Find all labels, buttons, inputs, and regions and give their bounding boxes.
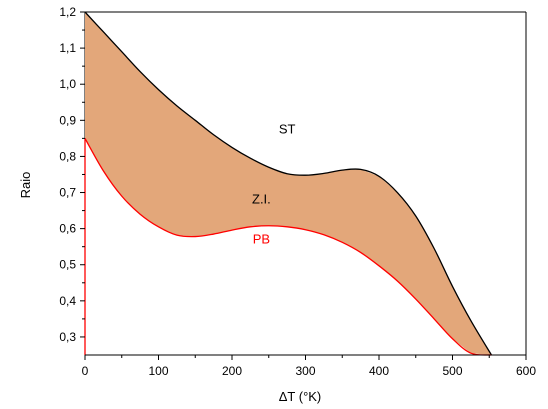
y-tick-label: 0,9 xyxy=(59,113,76,127)
annotation-st: ST xyxy=(279,121,296,136)
x-axis: 0 100 200 300 400 500 600 xyxy=(82,354,536,378)
y-axis-title: Raio xyxy=(18,172,33,199)
y-tick-label: 0,7 xyxy=(59,186,76,200)
x-tick-label: 500 xyxy=(442,364,462,378)
y-tick-label: 0,5 xyxy=(59,258,76,272)
annotations: ST Z.I. PB xyxy=(252,121,295,246)
fill-region xyxy=(85,12,492,355)
x-tick-label: 0 xyxy=(82,364,89,378)
y-tick-label: 0,8 xyxy=(59,149,76,163)
y-tick-label: 0,6 xyxy=(59,222,76,236)
series-line-st xyxy=(84,11,493,356)
x-tick-label: 400 xyxy=(369,364,389,378)
y-tick-label: 1,2 xyxy=(59,5,76,19)
annotation-pb: PB xyxy=(253,231,270,246)
x-axis-title: ΔT (°K) xyxy=(279,389,322,404)
y-tick-label: 1,0 xyxy=(59,77,76,91)
y-axis: 0,3 0,4 0,5 0,6 0,7 0,8 0,9 1,0 1,1 1,2 xyxy=(59,5,85,344)
y-tick-label: 0,3 xyxy=(59,330,76,344)
y-tick-label: 1,1 xyxy=(59,41,76,55)
annotation-zi: Z.I. xyxy=(252,192,271,207)
x-tick-label: 600 xyxy=(516,364,536,378)
series-line-pb xyxy=(84,138,492,356)
x-tick-label: 100 xyxy=(148,364,168,378)
zone-fill xyxy=(85,12,492,355)
x-tick-label: 200 xyxy=(222,364,242,378)
x-tick-label: 300 xyxy=(295,364,315,378)
y-tick-label: 0,4 xyxy=(59,294,76,308)
